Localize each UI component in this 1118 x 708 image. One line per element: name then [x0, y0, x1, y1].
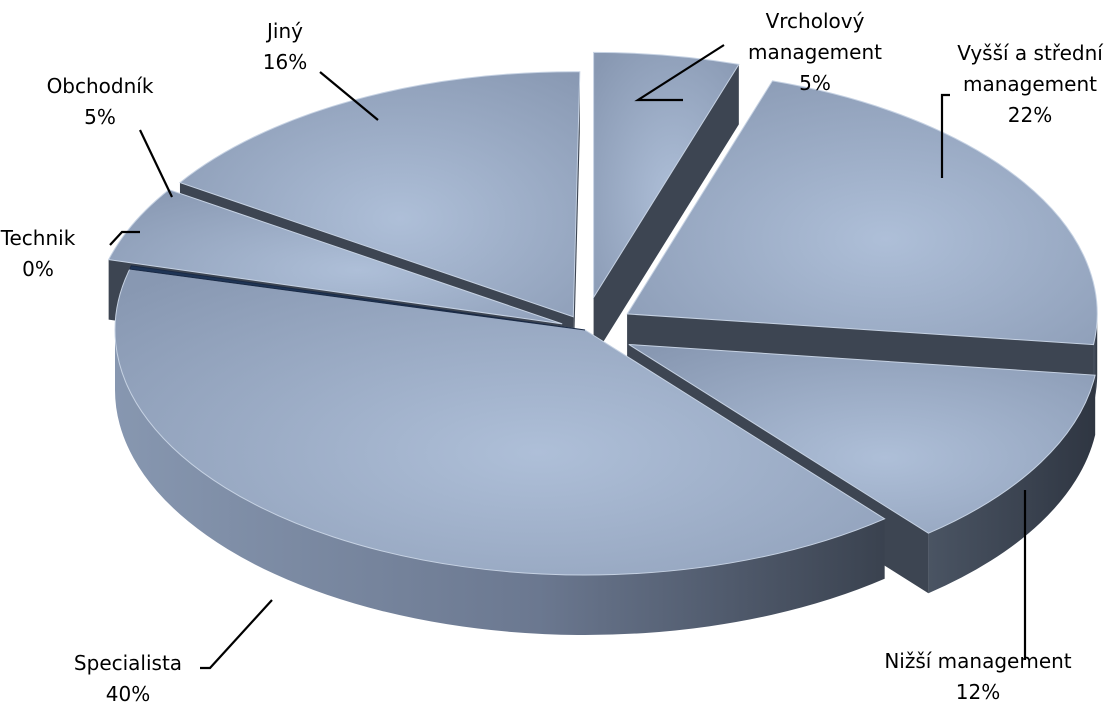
data-label-name: Jiný [265, 19, 303, 43]
leader-line [139, 129, 173, 198]
pie-slice [114, 268, 886, 576]
data-label-value: 5% [84, 105, 116, 129]
data-label: Obchodník 5% [47, 74, 154, 129]
data-label-value: 0% [22, 257, 54, 281]
pie-slice [593, 51, 740, 300]
leader-line [200, 599, 273, 670]
data-label-value: 40% [106, 682, 150, 706]
pie-slice [129, 265, 586, 331]
data-label: Vyšší a střední management 22% [957, 41, 1104, 127]
data-label-value: 5% [799, 71, 831, 95]
slice-side [115, 330, 885, 635]
leader-line [109, 230, 140, 246]
data-label-name: management [748, 40, 882, 64]
leader-line [634, 44, 725, 102]
data-label: Specialista 40% [74, 651, 182, 706]
pie-slice [178, 71, 581, 318]
data-label-name: Nižší management [884, 649, 1071, 673]
slice-side [928, 375, 1096, 594]
slice-tops [107, 51, 1098, 576]
leader-line [319, 71, 379, 121]
data-label-value: 22% [1008, 103, 1052, 127]
pie-slice [107, 189, 563, 325]
data-label: Vrcholový management 5% [748, 9, 882, 95]
data-label-name: Technik [0, 226, 76, 250]
data-label-value: 12% [956, 680, 1000, 704]
pie-slice [628, 343, 1096, 534]
leader-line [940, 93, 950, 178]
data-label-name: Specialista [74, 651, 182, 675]
data-label-value: 16% [263, 50, 307, 74]
data-label: Jiný 16% [263, 19, 307, 74]
data-label-name: Vyšší a střední [957, 41, 1104, 65]
data-label: Technik 0% [0, 226, 76, 281]
data-label-name: Obchodník [47, 74, 154, 98]
slice-wall [593, 64, 739, 358]
data-labels: Vrcholový management 5% Vyšší a střední mana… [0, 9, 1104, 706]
data-label-name: management [963, 72, 1097, 96]
pie-slice [626, 80, 1098, 346]
data-label-name: Vrcholový [766, 9, 865, 33]
data-label: Nižší management 12% [884, 649, 1071, 704]
leader-lines [109, 44, 1027, 670]
